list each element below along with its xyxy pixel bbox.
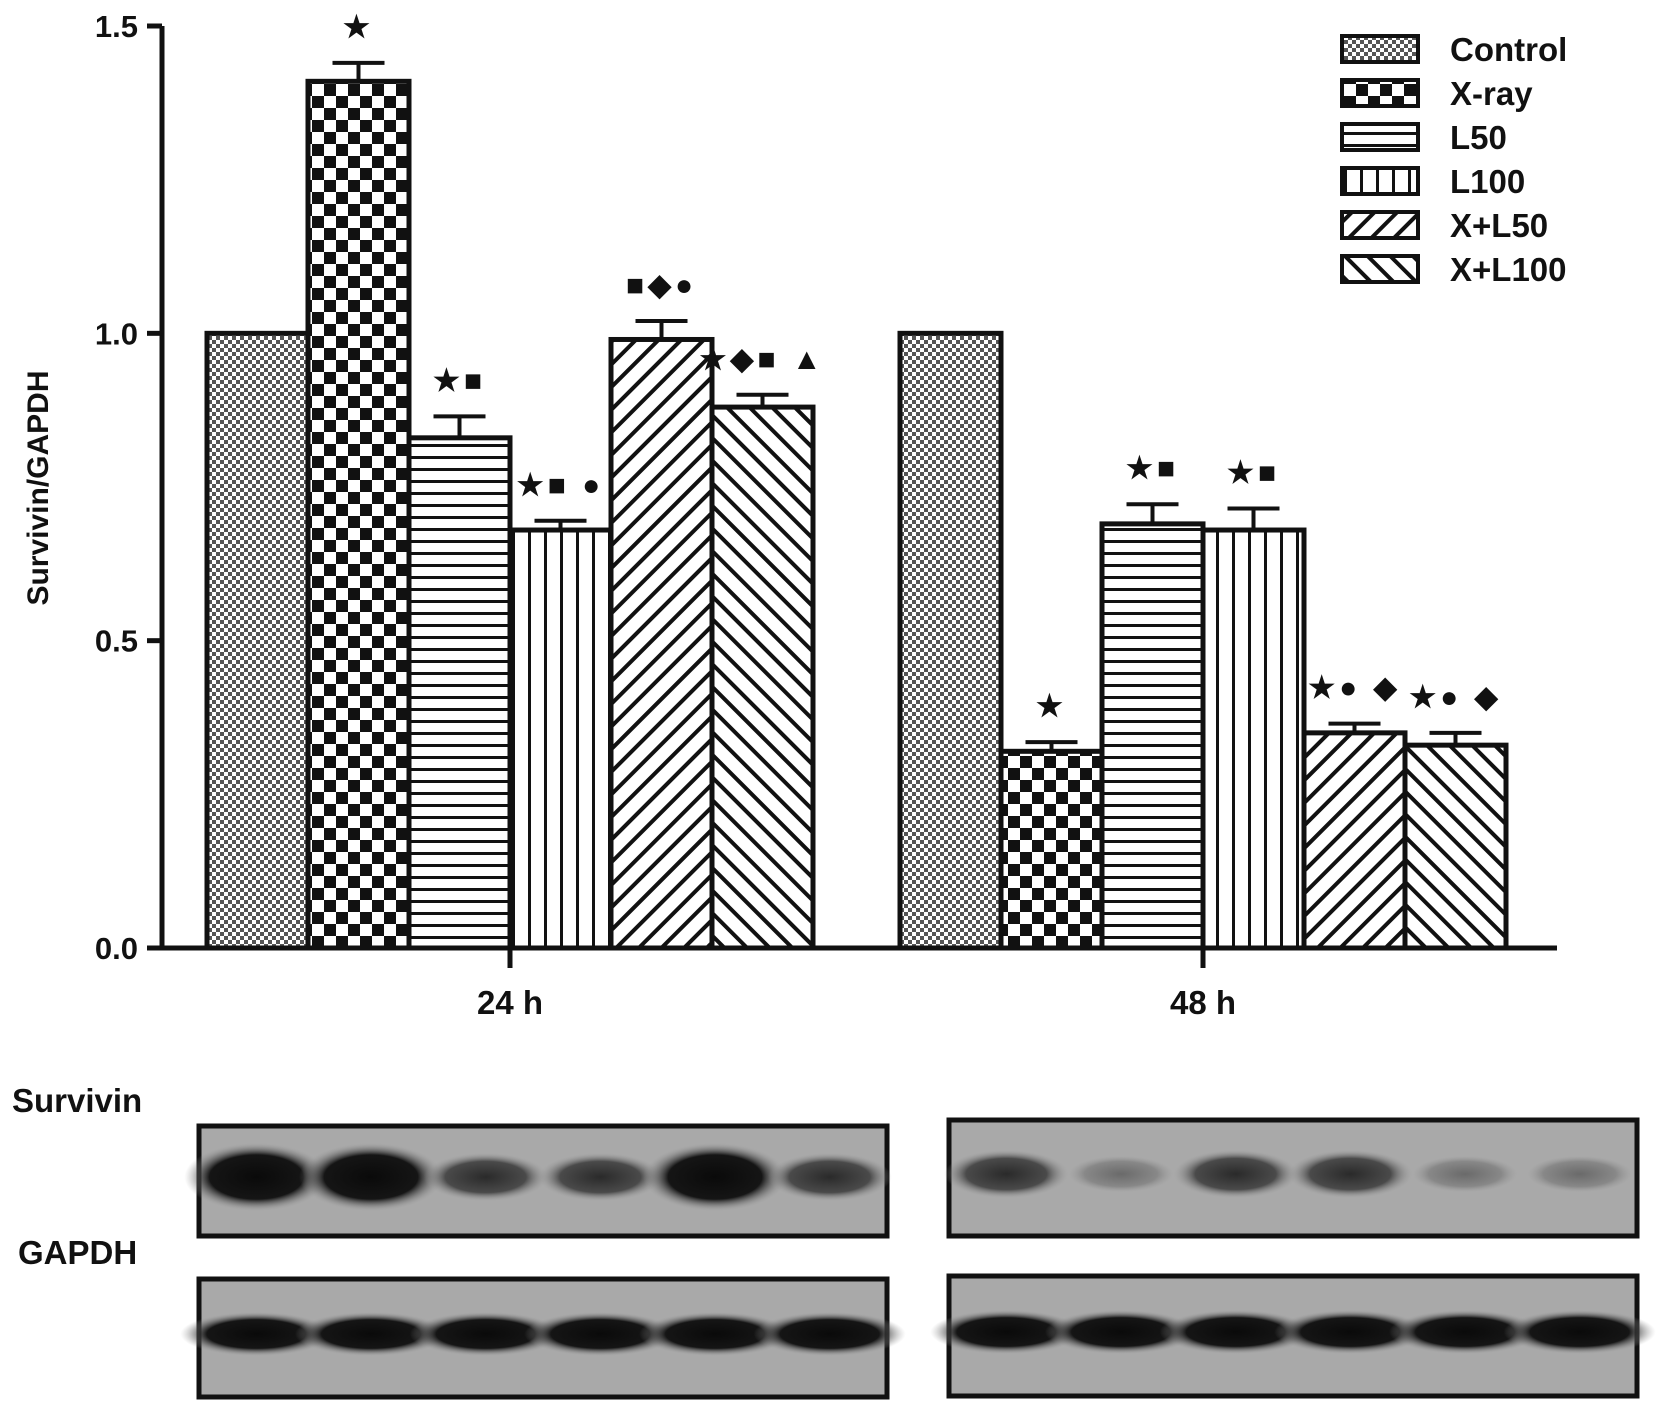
y-tick-label: 0.5 <box>95 624 138 659</box>
significance-marker: ★ <box>1036 690 1067 723</box>
blot-band <box>299 1143 443 1211</box>
significance-marker: ★◆■ ▲ <box>699 343 825 376</box>
y-ticks-group: 0.0 0.5 1.0 1.5 <box>95 9 162 966</box>
bar-x-ray-0 <box>305 78 412 951</box>
significance-marker: ★ <box>343 11 374 44</box>
legend-swatch <box>1340 166 1420 196</box>
blot-band <box>524 1312 677 1356</box>
blot-band <box>1069 1156 1173 1192</box>
x-tick-label: 48 h <box>1170 984 1236 1021</box>
blot-band <box>1173 1150 1298 1198</box>
blot-band <box>1045 1310 1197 1354</box>
legend-label: X-ray <box>1450 75 1533 112</box>
blot-band <box>409 1312 562 1356</box>
y-axis-label: Survivin/GAPDH <box>22 370 55 605</box>
x-tick-label: 24 h <box>477 984 543 1021</box>
significance-marker: ★■ <box>1126 452 1179 485</box>
bars-group <box>204 78 1509 951</box>
y-tick-label: 1.0 <box>95 316 138 351</box>
blot-band <box>184 1143 329 1211</box>
error-bars-group <box>332 60 1482 752</box>
blot-band <box>1274 1310 1427 1354</box>
legend-swatch <box>1340 122 1420 152</box>
blot-band <box>295 1312 447 1356</box>
blot-band <box>180 1312 333 1356</box>
blot-band <box>1159 1310 1312 1354</box>
bar-l100-0 <box>507 527 614 951</box>
significance-markers-group: ★ ★■ ★■ ● ■◆● ★◆■ ▲ ★ ★■ ★■ ★● ◆ ★● ◆ <box>343 11 1501 723</box>
bar-l50-1 <box>1099 521 1206 951</box>
significance-marker: ★● ◆ <box>1409 681 1501 714</box>
legend-label: X+L100 <box>1450 251 1567 288</box>
western-blot-panels: Survivin GAPDH <box>12 1082 1656 1400</box>
significance-marker: ★■ <box>433 364 486 397</box>
blot-band <box>643 1143 787 1211</box>
plot-area: ★ ★■ ★■ ● ■◆● ★◆■ ▲ ★ ★■ ★■ ★● ◆ ★● ◆ 0.0 0.5 1.0 1.… <box>22 9 1557 1021</box>
blot-band <box>538 1153 663 1201</box>
blot-band <box>930 1310 1083 1354</box>
significance-marker: ★■ ● <box>517 469 604 502</box>
blot-band <box>1413 1156 1517 1192</box>
legend-swatch <box>1340 254 1420 284</box>
bar-control-1 <box>897 330 1004 951</box>
legend-swatch <box>1340 210 1420 240</box>
bar-x-l50-1 <box>1301 730 1408 951</box>
blot-band <box>1503 1310 1656 1354</box>
legend-swatch <box>1340 34 1420 64</box>
bar-x-l100-0 <box>709 404 816 951</box>
bar-x-l100-1 <box>1402 742 1509 951</box>
bar-x-ray-1 <box>998 748 1105 951</box>
blot-band <box>944 1150 1069 1198</box>
blot-band <box>639 1312 791 1356</box>
bar-x-l50-0 <box>608 336 715 951</box>
x-ticks-group: 24 h 48 h <box>477 948 1236 1021</box>
bar-control-0 <box>204 330 311 951</box>
significance-marker: ■◆● <box>626 269 697 302</box>
legend: Control X-ray L50 L100 X+L50 X+L100 <box>1340 31 1567 288</box>
blot-label-gapdh: GAPDH <box>18 1234 137 1271</box>
blot-band <box>1389 1310 1541 1354</box>
legend-swatch <box>1340 78 1420 108</box>
y-tick-label: 1.5 <box>95 9 138 44</box>
legend-label: L50 <box>1450 119 1507 156</box>
legend-label: L100 <box>1450 163 1525 200</box>
blot-band <box>753 1312 906 1356</box>
significance-marker: ★■ <box>1227 457 1280 490</box>
blot-band <box>423 1153 548 1201</box>
axes-group <box>159 26 1557 951</box>
significance-marker: ★● ◆ <box>1308 672 1400 705</box>
bar-l100-1 <box>1200 527 1307 951</box>
blot-label-survivin: Survivin <box>12 1082 142 1119</box>
legend-label: Control <box>1450 31 1567 68</box>
blot-band <box>1288 1150 1413 1198</box>
legend-label: X+L50 <box>1450 207 1548 244</box>
blot-band <box>1527 1156 1632 1192</box>
bar-l50-0 <box>406 435 513 951</box>
y-tick-label: 0.0 <box>95 931 138 966</box>
blot-band <box>767 1153 892 1201</box>
